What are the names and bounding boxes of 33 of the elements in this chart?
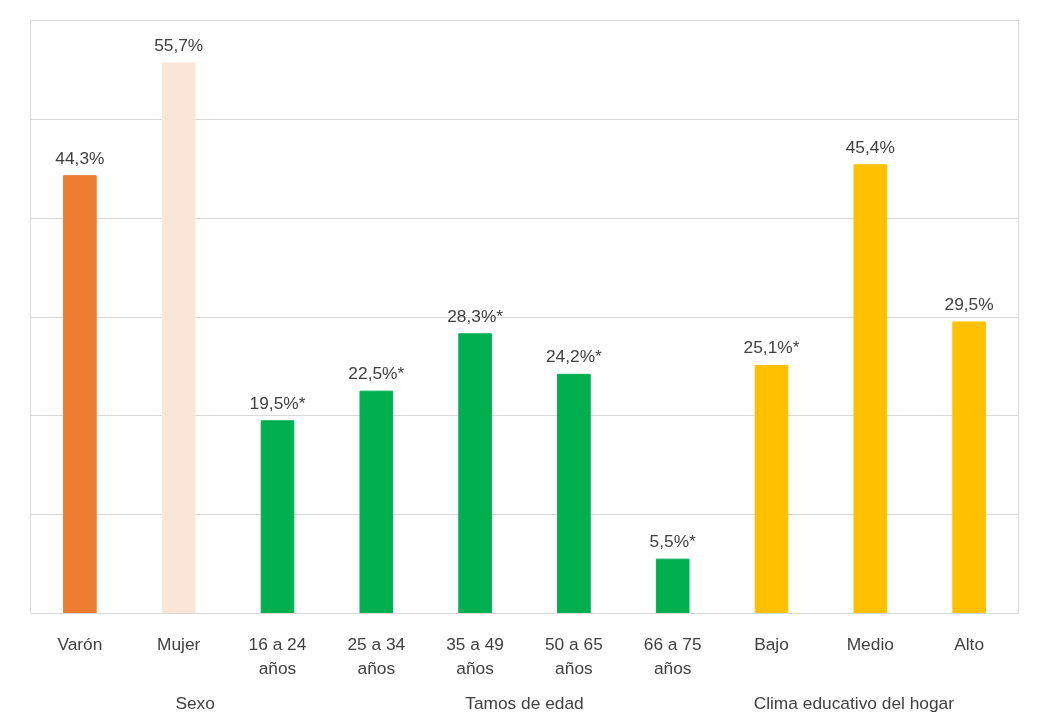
x-tick-label: 35 a 49 años — [446, 633, 505, 678]
data-label: 55,7% — [154, 35, 204, 55]
data-label: 19,5%* — [249, 392, 306, 413]
x-tick-label: Varón — [57, 633, 103, 654]
data-label: 29,5% — [944, 293, 994, 314]
x-tick-label: Mujer — [157, 633, 201, 654]
text: Tamos de edad — [465, 692, 584, 713]
x-tick-label: 25 a 34 años — [347, 633, 406, 678]
bar — [260, 420, 295, 614]
bar — [161, 62, 196, 614]
data-label: 22,5%* — [348, 363, 405, 384]
text: Sexo — [175, 692, 215, 713]
bar — [63, 175, 97, 614]
text: Clima educativo del hogar — [753, 692, 955, 713]
data-label: 28,3%* — [447, 305, 504, 326]
bar — [952, 321, 986, 614]
data-label: 25,1%* — [743, 337, 800, 358]
bar — [754, 364, 789, 614]
x-tick-label: Medio — [846, 633, 894, 654]
bar — [359, 390, 394, 614]
x-tick-label: Alto — [954, 633, 985, 654]
x-tick-label: 16 a 24 años — [248, 633, 307, 678]
bar — [853, 164, 888, 614]
data-label: 45,4% — [845, 136, 895, 157]
x-tick-label: 50 a 65 años — [544, 633, 603, 678]
x-tick-label: Bajo — [754, 633, 789, 654]
x-tick-label: 66 a 75 años — [643, 633, 702, 678]
bar — [655, 558, 690, 614]
bar — [557, 373, 591, 614]
data-label: 24,2%* — [545, 346, 603, 367]
data-label: 5,5%* — [649, 531, 697, 552]
data-label: 44,3% — [55, 147, 105, 168]
bar — [458, 333, 492, 614]
